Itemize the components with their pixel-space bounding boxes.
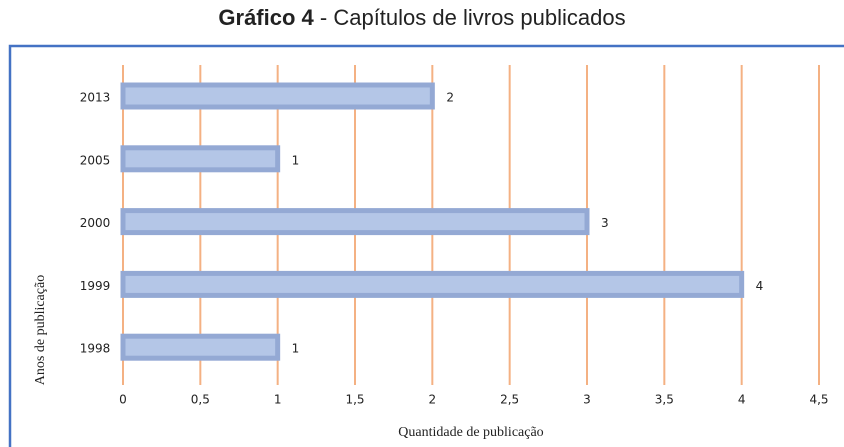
x-tick-label: 4,5 xyxy=(809,393,828,407)
y-axis-label: Anos de publicação xyxy=(33,275,48,385)
x-tick-label: 2,5 xyxy=(500,393,519,407)
bar xyxy=(120,145,281,173)
bar xyxy=(120,333,281,361)
x-tick-label: 3 xyxy=(583,393,591,407)
x-tick-label: 0,5 xyxy=(191,393,210,407)
x-tick-label: 2 xyxy=(429,393,437,407)
bar xyxy=(120,82,435,110)
value-label: 3 xyxy=(601,216,609,230)
chart-title: Gráfico 4 - Capítulos de livros publicad… xyxy=(218,5,625,30)
frame xyxy=(8,44,844,447)
bar xyxy=(120,208,590,236)
value-label: 1 xyxy=(292,153,300,167)
x-tick-label: 4 xyxy=(738,393,746,407)
x-axis-label: Quantidade de publicação xyxy=(398,425,543,440)
x-tick-label: 1,5 xyxy=(345,393,364,407)
y-tick-label: 2013 xyxy=(80,91,111,105)
title-rest: - Capítulos de livros publicados xyxy=(320,5,626,30)
x-tick-label: 0 xyxy=(119,393,127,407)
x-tick-label: 3,5 xyxy=(655,393,674,407)
value-label: 2 xyxy=(446,91,454,105)
value-label: 1 xyxy=(292,342,300,356)
x-tick-label: 1 xyxy=(274,393,282,407)
plot: 0 0,5 1 1,5 2 2,5 3 3,5 4 4,5 2013 2 2005 1 2000 3 1999 4… xyxy=(80,65,829,407)
bar xyxy=(120,270,745,298)
y-tick-label: 1999 xyxy=(80,279,111,293)
value-label: 4 xyxy=(756,279,764,293)
y-tick-label: 2005 xyxy=(80,153,111,167)
y-tick-label: 2000 xyxy=(80,216,111,230)
title-bold: Gráfico 4 xyxy=(218,5,314,30)
y-tick-label: 1998 xyxy=(80,342,111,356)
